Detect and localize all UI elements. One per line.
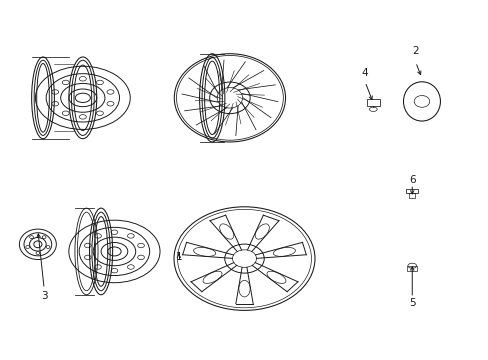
Text: 5: 5 (408, 298, 415, 308)
Bar (408, 193, 414, 198)
Text: 2: 2 (411, 46, 418, 57)
Bar (406, 189, 417, 193)
Bar (366, 99, 379, 106)
Bar (407, 266, 416, 271)
Text: 6: 6 (408, 175, 415, 185)
Text: 4: 4 (361, 68, 367, 78)
Text: 3: 3 (41, 291, 47, 301)
Text: 1: 1 (175, 252, 182, 262)
